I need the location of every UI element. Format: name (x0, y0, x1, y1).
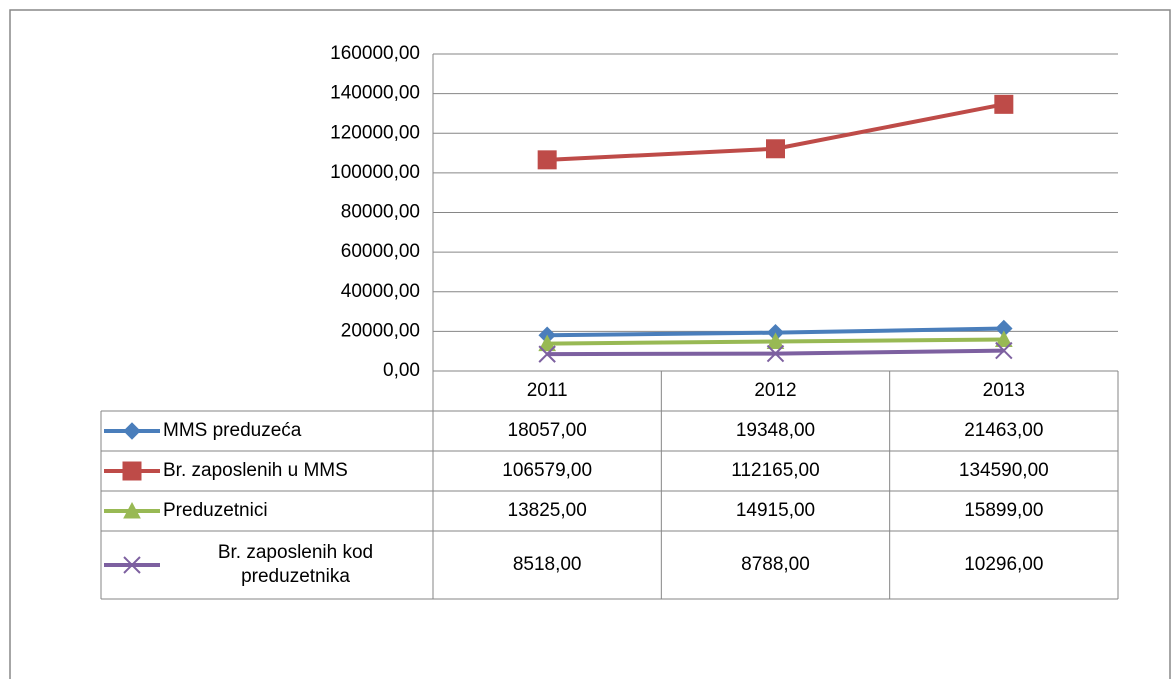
table-value-text: 21463,00 (964, 420, 1044, 441)
table-value-text: 19348,00 (735, 420, 816, 441)
marker (766, 332, 785, 349)
marker (537, 150, 557, 170)
table-value-text: 134590,00 (958, 460, 1049, 481)
y-tick-label: 80000,00 (341, 202, 420, 223)
legend-key (104, 461, 160, 481)
marker (994, 94, 1014, 114)
table-value-text: 14915,00 (735, 500, 816, 521)
table-value-text: 18057,00 (507, 420, 587, 441)
table-value: 18057,00 (433, 411, 661, 451)
y-tick-label: 100000,00 (330, 162, 420, 183)
legend-label: Br. zaposlenih kod preduzetnika (163, 531, 433, 599)
table-value-text: 112165,00 (731, 460, 820, 481)
table-value: 112165,00 (661, 451, 889, 491)
legend-label-text: Br. zaposlenih kod preduzetnika (217, 542, 374, 587)
legend-key (104, 422, 160, 440)
table-value: 14915,00 (661, 491, 889, 531)
table-value: 21463,00 (890, 411, 1118, 451)
category-header-text: 2013 (982, 380, 1025, 401)
table-value-text: 8518,00 (512, 554, 582, 575)
y-tick-label: 20000,00 (341, 320, 420, 341)
y-tick-label: 120000,00 (330, 122, 420, 143)
y-tick-label: 40000,00 (341, 281, 420, 302)
legend-label: Preduzetnici (163, 491, 433, 531)
legend-key (104, 556, 160, 574)
marker (123, 501, 141, 519)
table-value: 13825,00 (433, 491, 661, 531)
marker (122, 461, 142, 481)
legend-label: Br. zaposlenih u MMS (163, 451, 433, 491)
table-value-text: 10296,00 (964, 554, 1044, 575)
legend-label-text: Preduzetnici (163, 500, 268, 521)
chart-frame (9, 9, 1171, 679)
marker (538, 334, 557, 352)
marker (995, 341, 1013, 360)
category-header: 2013 (890, 371, 1118, 411)
y-tick-label: 60000,00 (341, 241, 420, 262)
table-value: 15899,00 (890, 491, 1118, 531)
y-tick-label: 140000,00 (330, 83, 420, 104)
table-value: 8788,00 (661, 531, 889, 599)
legend-key (104, 501, 160, 519)
table-value-text: 13825,00 (507, 500, 587, 521)
marker (994, 330, 1013, 348)
table-value: 8518,00 (433, 531, 661, 599)
table-value-text: 106579,00 (502, 460, 593, 481)
table-value-text: 15899,00 (964, 500, 1044, 521)
table-value-text: 8788,00 (741, 554, 810, 575)
legend-label-text: Br. zaposlenih u MMS (163, 460, 348, 481)
category-header-text: 2012 (754, 380, 797, 401)
legend-label: MMS preduzeća (163, 411, 433, 451)
category-header: 2012 (661, 371, 889, 411)
table-value: 10296,00 (890, 531, 1118, 599)
y-tick-label: 0,00 (383, 360, 420, 381)
marker (766, 344, 785, 363)
marker (766, 139, 785, 159)
table-value: 106579,00 (433, 451, 661, 491)
category-header-text: 2011 (526, 380, 568, 401)
legend-label-text: MMS preduzeća (163, 420, 302, 441)
marker (538, 345, 556, 363)
marker (123, 422, 141, 440)
table-value: 19348,00 (661, 411, 889, 451)
y-tick-label: 160000,00 (330, 43, 420, 64)
marker (123, 556, 141, 574)
table-value: 134590,00 (890, 451, 1118, 491)
category-header: 2011 (433, 371, 661, 411)
